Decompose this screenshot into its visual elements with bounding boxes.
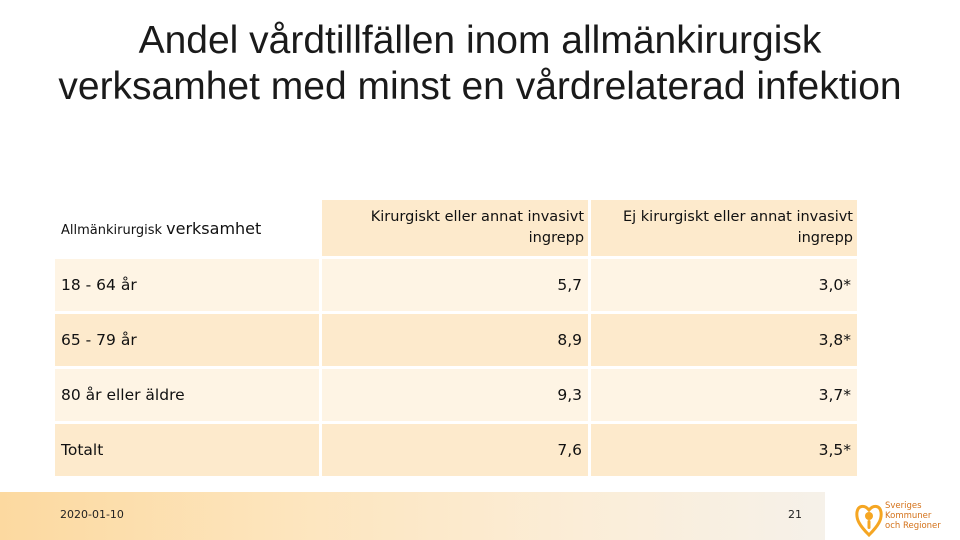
column-header-invasive: Kirurgiskt eller annat invasivt ingrepp: [319, 197, 592, 259]
value-invasive: 5,7: [319, 256, 592, 314]
value-invasive: 8,9: [319, 311, 592, 369]
table-header-row: Allmänkirurgisk verksamhet Kirurgiskt el…: [51, 197, 860, 259]
row-header-small: Allmänkirurgisk: [61, 222, 162, 238]
logo-text: Sveriges Kommuner och Regioner: [885, 501, 941, 531]
footer-date: 2020-01-10: [60, 508, 124, 521]
heart-logo-icon: [855, 504, 883, 537]
row-header-cell: Allmänkirurgisk verksamhet: [51, 197, 323, 259]
logo-line: Sveriges: [885, 501, 922, 511]
footer-bar: [0, 492, 825, 540]
row-header-big: verksamhet: [166, 218, 262, 238]
value-invasive: 7,6: [319, 421, 592, 479]
column-header-line2: ingrepp: [797, 230, 853, 246]
skr-logo: Sveriges Kommuner och Regioner: [855, 497, 955, 537]
table-row: 18 - 64 år 5,7 3,0*: [51, 256, 860, 314]
value-non-invasive: 3,7*: [588, 366, 860, 424]
column-header-non-invasive: Ej kirurgiskt eller annat invasivt ingre…: [588, 197, 860, 259]
data-table: Allmänkirurgisk verksamhet Kirurgiskt el…: [51, 197, 860, 479]
value-non-invasive: 3,5*: [588, 421, 860, 479]
logo-line: och Regioner: [885, 521, 941, 531]
row-label: Totalt: [51, 421, 323, 479]
page-number: 21: [788, 508, 802, 521]
value-non-invasive: 3,8*: [588, 311, 860, 369]
slide-title: Andel vårdtillfällen inom allmänkirurgis…: [58, 19, 902, 108]
value-non-invasive: 3,0*: [588, 256, 860, 314]
row-label: 65 - 79 år: [51, 311, 323, 369]
column-header-line2: ingrepp: [528, 230, 585, 246]
logo-line: Kommuner: [885, 511, 932, 521]
table-row: 80 år eller äldre 9,3 3,7*: [51, 366, 860, 424]
value-invasive: 9,3: [319, 366, 592, 424]
table-row: Totalt 7,6 3,5*: [51, 421, 860, 479]
row-label: 18 - 64 år: [51, 256, 323, 314]
row-label: 80 år eller äldre: [51, 366, 323, 424]
column-header-line1: Kirurgiskt eller annat invasivt: [370, 209, 585, 225]
column-header-line1: Ej kirurgiskt eller annat invasivt: [622, 209, 853, 225]
table-row: 65 - 79 år 8,9 3,8*: [51, 311, 860, 369]
